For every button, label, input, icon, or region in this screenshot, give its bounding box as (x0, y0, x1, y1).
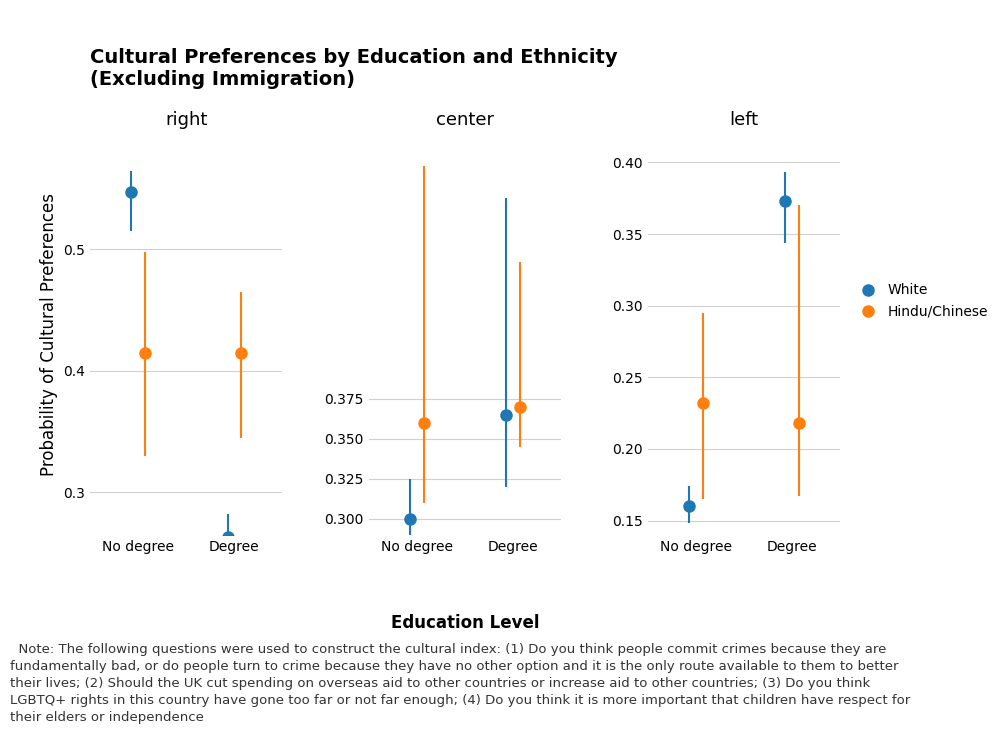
Title: left: left (729, 111, 758, 129)
Legend: White, Hindu/Chinese: White, Hindu/Chinese (854, 283, 988, 319)
Title: right: right (165, 111, 207, 129)
Text: Cultural Preferences by Education and Ethnicity
(Excluding Immigration): Cultural Preferences by Education and Et… (90, 48, 618, 89)
Title: center: center (436, 111, 494, 129)
Y-axis label: Probability of Cultural Preferences: Probability of Cultural Preferences (40, 193, 58, 476)
Text: Note: The following questions were used to construct the cultural index: (1) Do : Note: The following questions were used … (10, 643, 910, 724)
Text: Education Level: Education Level (391, 614, 539, 632)
